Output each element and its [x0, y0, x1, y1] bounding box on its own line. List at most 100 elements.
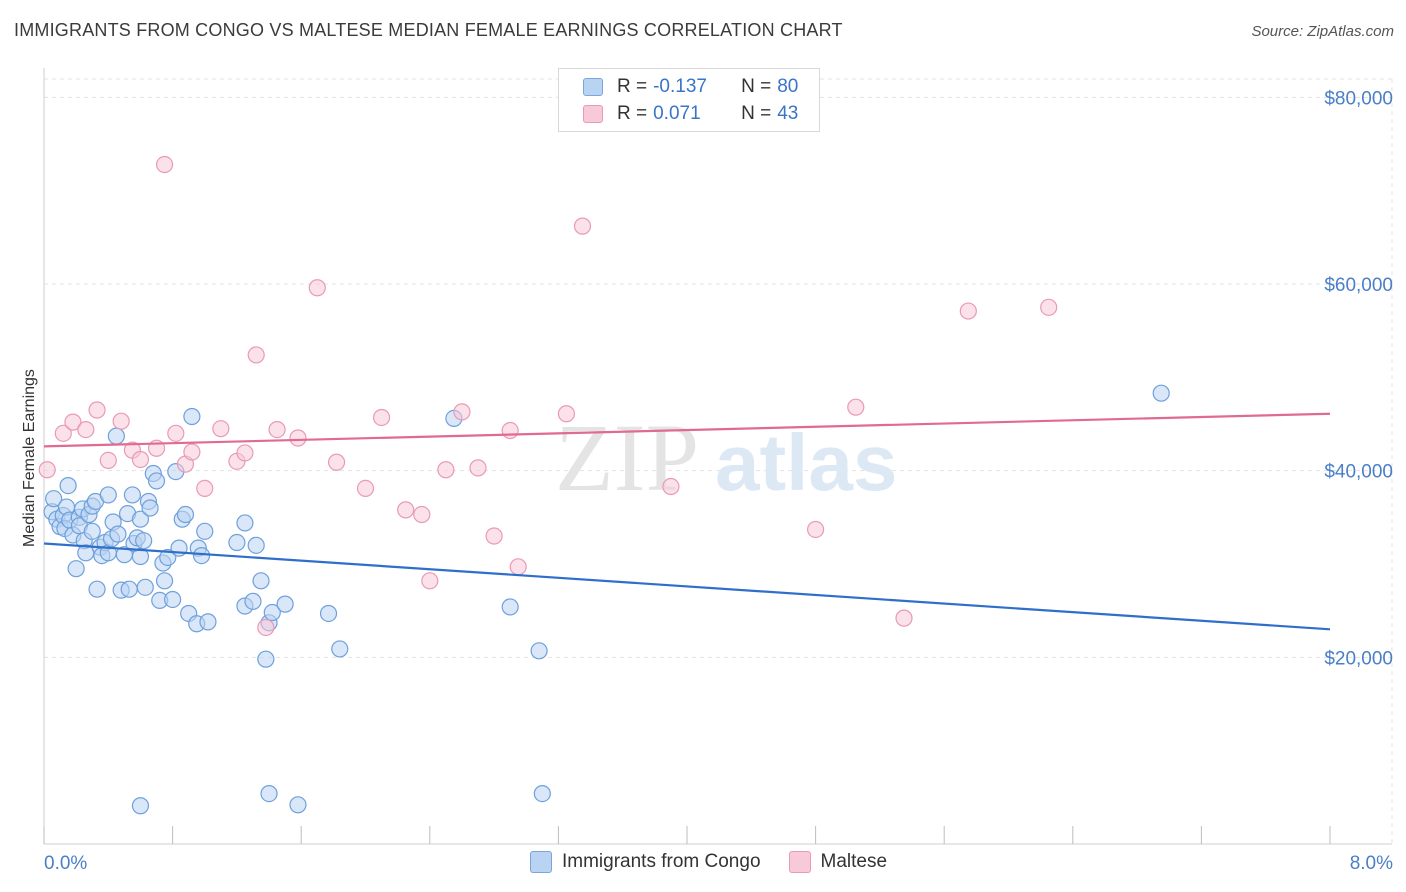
data-point [276, 595, 294, 613]
data-point [557, 405, 576, 423]
legend-row-maltese: R = 0.071 N = 43 [583, 101, 798, 127]
legend-label-maltese: Maltese [820, 851, 888, 872]
y-tick-label: $80,000 [1324, 88, 1393, 109]
data-point [109, 525, 127, 543]
data-point [183, 407, 201, 426]
data-point [159, 548, 177, 567]
data-point [176, 505, 195, 524]
data-point [501, 421, 519, 440]
data-point [501, 598, 519, 616]
legend-n-label: N = [741, 103, 772, 124]
data-point [155, 155, 174, 174]
data-point [263, 603, 281, 622]
data-point [131, 797, 150, 815]
data-point [196, 479, 214, 497]
data-point [131, 450, 150, 469]
data-point [99, 486, 117, 504]
data-point [485, 527, 503, 545]
legend-r-label: R = [617, 103, 648, 124]
axes [43, 68, 1392, 845]
data-point [135, 532, 153, 550]
data-point [155, 572, 174, 590]
y-tick-label: $20,000 [1324, 648, 1393, 669]
data-point [260, 784, 278, 803]
data-point [453, 403, 471, 421]
data-point [327, 453, 346, 471]
data-point [247, 346, 265, 364]
series-maltese-points [38, 155, 1058, 637]
legend-n-value: 43 [777, 103, 799, 124]
data-point [183, 443, 201, 461]
data-point [228, 533, 246, 552]
data-point [806, 520, 825, 539]
data-point [895, 609, 913, 627]
data-point [319, 604, 338, 623]
watermark: ZIP atlas [555, 404, 897, 511]
data-point [662, 477, 680, 496]
legend-swatch-congo [530, 851, 552, 873]
data-point [64, 413, 82, 431]
data-point [147, 472, 166, 490]
data-point [212, 420, 230, 438]
data-point [257, 650, 275, 668]
series-congo-points [43, 384, 1170, 815]
data-point [289, 429, 307, 447]
data-point [199, 613, 217, 631]
data-point [308, 279, 326, 297]
data-point [107, 427, 125, 445]
y-axis-label: Median Female Earnings [21, 369, 38, 547]
data-point [88, 401, 106, 419]
data-point [59, 477, 77, 495]
y-tick-label: $40,000 [1324, 462, 1393, 483]
data-point [136, 578, 154, 596]
data-point [247, 536, 265, 554]
data-point [164, 590, 182, 609]
data-point [530, 642, 548, 660]
legend-swatch-congo [583, 78, 603, 96]
data-point [252, 572, 270, 590]
data-point [67, 560, 85, 578]
data-point [372, 408, 391, 427]
data-point [847, 398, 865, 416]
legend-r-value: -0.137 [653, 76, 707, 97]
data-point [83, 522, 101, 540]
source-credit: Source: ZipAtlas.com [1251, 23, 1394, 40]
data-point [257, 618, 275, 637]
legend-n-value: 80 [777, 76, 799, 97]
x-tick-label: 0.0% [44, 853, 87, 874]
legend-item-congo: Immigrants from Congo [530, 851, 761, 873]
x-tick-label: 8.0% [1350, 853, 1393, 874]
data-point [236, 514, 254, 532]
data-point [77, 421, 95, 439]
data-point [437, 461, 455, 479]
trend-lines [43, 412, 1331, 631]
legend-swatch-maltese [583, 105, 603, 123]
data-point [469, 459, 487, 477]
watermark-atlas: atlas [715, 418, 897, 507]
trend-line-maltese [43, 412, 1331, 448]
data-point [120, 580, 138, 598]
data-point [356, 479, 375, 497]
data-point [192, 546, 211, 565]
data-point [141, 499, 159, 517]
data-point [268, 421, 286, 439]
data-point [38, 461, 56, 479]
legend-swatch-maltese [788, 851, 811, 873]
legend-r-label: R = [617, 76, 648, 97]
data-point [112, 412, 130, 430]
y-tick-label: $60,000 [1324, 275, 1393, 296]
data-point [533, 784, 551, 803]
data-point [196, 522, 214, 540]
data-point [421, 572, 439, 590]
data-point [397, 501, 415, 519]
watermark-zip: ZIP [555, 404, 699, 511]
legend-row-congo: R = -0.137 N = 80 [583, 74, 798, 100]
data-point [236, 444, 254, 462]
data-point [45, 490, 63, 508]
data-point [123, 486, 142, 504]
trend-line-congo [43, 542, 1331, 631]
legend-label-congo: Immigrants from Congo [562, 851, 761, 872]
legend-r-value: 0.071 [653, 103, 701, 124]
series-legend: Immigrants from Congo Maltese [530, 851, 915, 873]
